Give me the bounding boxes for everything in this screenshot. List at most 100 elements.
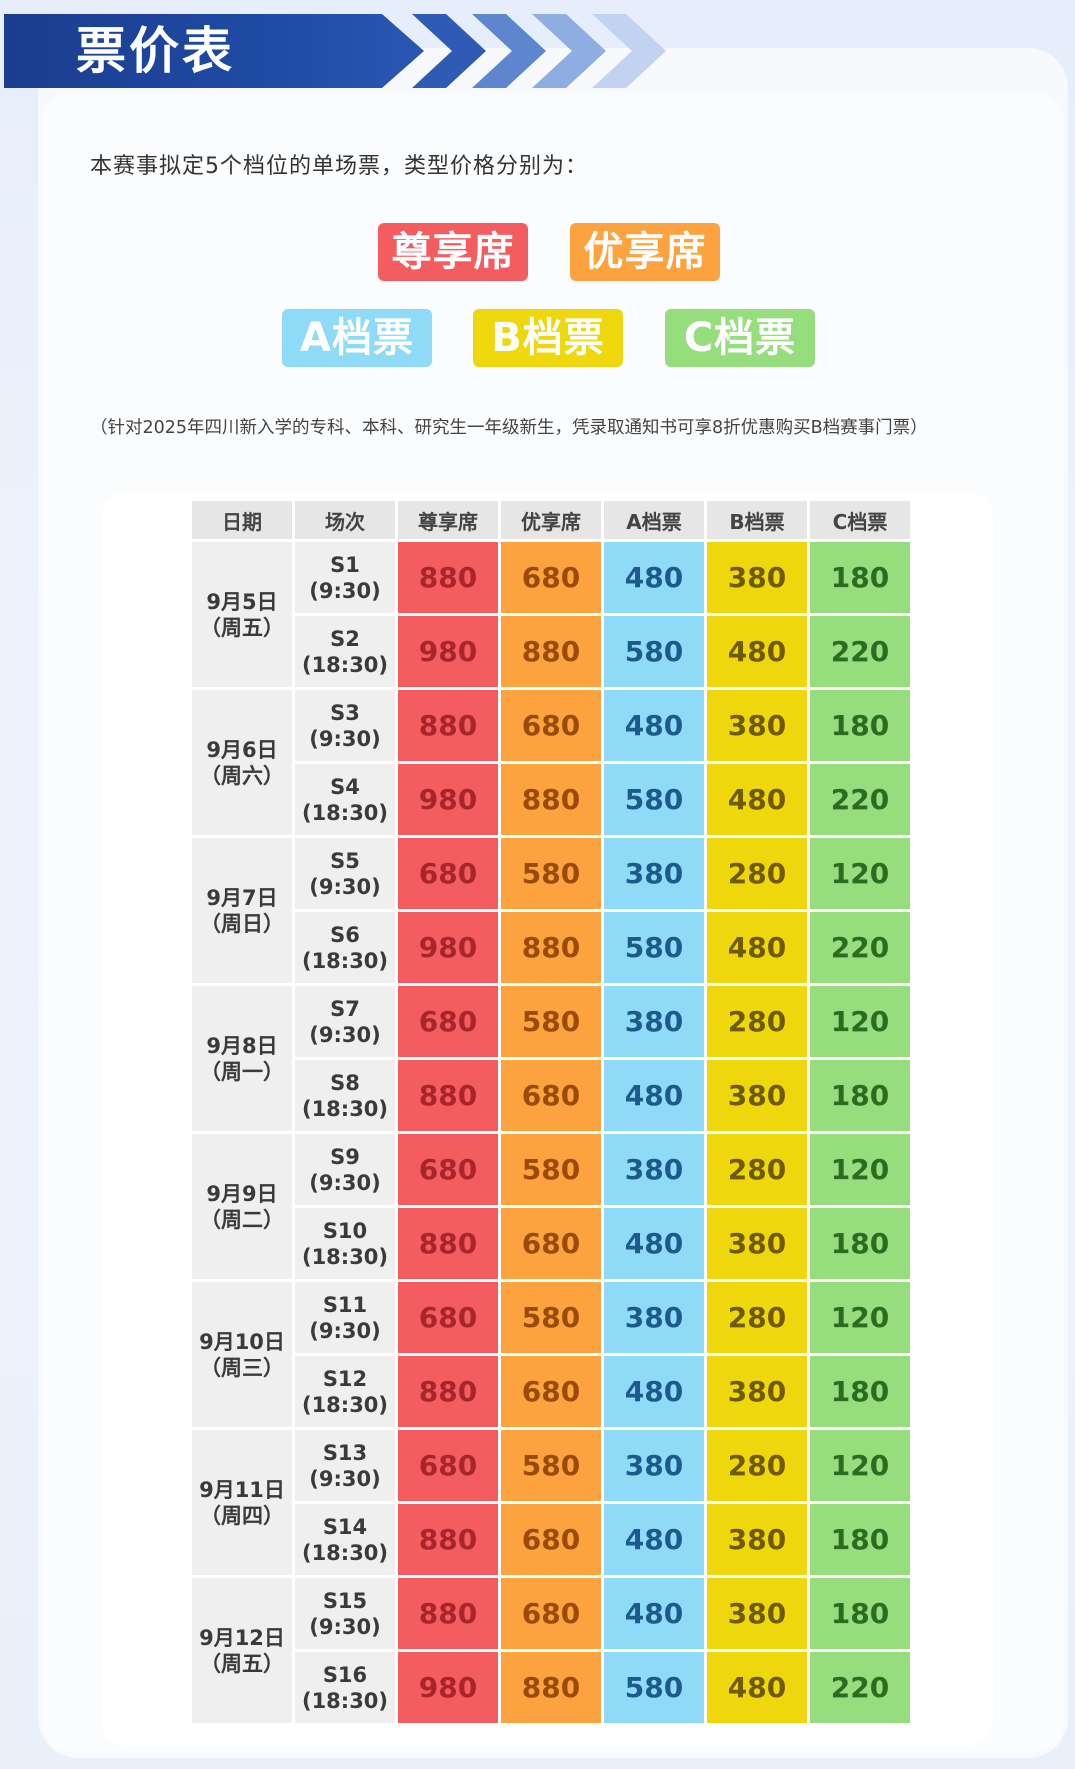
- table-row: S14 (18:30) 880 680 480 380 180: [192, 1504, 910, 1575]
- price-cell-a: 380: [604, 1282, 704, 1353]
- weekday-label: （周五）: [200, 1651, 284, 1676]
- price-cell-zunxiang: 880: [398, 1356, 498, 1427]
- price-cell-a: 480: [604, 1504, 704, 1575]
- category-badge-c: C档票: [665, 309, 815, 367]
- price-cell-b: 380: [707, 1578, 807, 1649]
- date-cell: 9月9日 （周二）: [192, 1134, 292, 1279]
- price-cell-a: 580: [604, 764, 704, 835]
- price-table: 日期 场次 尊享席 优享席 A档票 B档票 C档票 9月5日 （周五） S1 (9:3…: [189, 498, 913, 1726]
- date-label: 9月12日: [199, 1625, 285, 1650]
- table-row: S10 (18:30) 880 680 480 380 180: [192, 1208, 910, 1279]
- header-a: A档票: [604, 501, 704, 539]
- table-header-row: 日期 场次 尊享席 优享席 A档票 B档票 C档票: [192, 501, 910, 539]
- price-cell-youxiang: 880: [501, 912, 601, 983]
- price-cell-c: 120: [810, 1430, 910, 1501]
- header-b: B档票: [707, 501, 807, 539]
- price-cell-a: 580: [604, 912, 704, 983]
- session-id: S4: [330, 774, 360, 799]
- session-time: (9:30): [309, 1318, 381, 1343]
- category-badge-zunxiang: 尊享席: [378, 223, 528, 281]
- price-cell-youxiang: 680: [501, 1356, 601, 1427]
- price-cell-a: 480: [604, 542, 704, 613]
- price-cell-zunxiang: 880: [398, 1504, 498, 1575]
- session-cell: S3 (9:30): [295, 690, 395, 761]
- price-cell-c: 180: [810, 1578, 910, 1649]
- table-row: 9月10日 （周三） S11 (9:30) 680 580 380 280 120: [192, 1282, 910, 1427]
- session-id: S5: [330, 848, 360, 873]
- session-id: S1: [330, 552, 360, 577]
- price-cell-b: 480: [707, 912, 807, 983]
- table-row: S2 (18:30) 980 880 580 480 220: [192, 616, 910, 687]
- title-banner: [4, 14, 424, 88]
- price-cell-b: 380: [707, 1356, 807, 1427]
- price-cell-a: 580: [604, 616, 704, 687]
- date-cell: 9月7日 （周日）: [192, 838, 292, 983]
- price-cell-c: 120: [810, 986, 910, 1057]
- price-cell-youxiang: 680: [501, 1578, 601, 1649]
- session-time: (18:30): [301, 1688, 389, 1713]
- page-title: 票价表: [76, 22, 235, 80]
- date-label: 9月10日: [199, 1329, 285, 1354]
- date-cell: 9月12日 （周五）: [192, 1578, 292, 1723]
- session-id: S8: [330, 1070, 360, 1095]
- weekday-label: （周一）: [200, 1059, 284, 1084]
- price-cell-zunxiang: 980: [398, 764, 498, 835]
- table-row: 9月5日 （周五） S1 (9:30) 880 680 480 380 180: [192, 542, 910, 687]
- session-cell: S13 (9:30): [295, 1430, 395, 1501]
- price-cell-youxiang: 580: [501, 1430, 601, 1501]
- price-cell-b: 280: [707, 986, 807, 1057]
- price-cell-youxiang: 680: [501, 1208, 601, 1279]
- price-cell-a: 480: [604, 690, 704, 761]
- session-cell: S6 (18:30): [295, 912, 395, 983]
- date-label: 9月9日: [206, 1181, 278, 1206]
- session-time: (18:30): [301, 800, 389, 825]
- session-id: S15: [322, 1588, 368, 1613]
- price-cell-c: 120: [810, 838, 910, 909]
- price-cell-zunxiang: 980: [398, 912, 498, 983]
- price-cell-zunxiang: 880: [398, 1060, 498, 1131]
- date-cell: 9月8日 （周一）: [192, 986, 292, 1131]
- session-cell: S14 (18:30): [295, 1504, 395, 1575]
- price-cell-a: 380: [604, 838, 704, 909]
- price-cell-zunxiang: 880: [398, 1208, 498, 1279]
- price-cell-a: 380: [604, 986, 704, 1057]
- price-cell-c: 220: [810, 764, 910, 835]
- session-time: (18:30): [301, 948, 389, 973]
- weekday-label: （周六）: [200, 763, 284, 788]
- price-cell-b: 380: [707, 542, 807, 613]
- price-cell-youxiang: 680: [501, 690, 601, 761]
- table-row: 9月11日 （周四） S13 (9:30) 680 580 380 280 120: [192, 1430, 910, 1575]
- price-cell-c: 120: [810, 1134, 910, 1205]
- price-cell-zunxiang: 880: [398, 1578, 498, 1649]
- price-cell-b: 280: [707, 1134, 807, 1205]
- date-label: 9月6日: [206, 737, 278, 762]
- price-cell-b: 480: [707, 764, 807, 835]
- table-row: S8 (18:30) 880 680 480 380 180: [192, 1060, 910, 1131]
- table-row: 9月9日 （周二） S9 (9:30) 680 580 380 280 120: [192, 1134, 910, 1279]
- session-cell: S12 (18:30): [295, 1356, 395, 1427]
- session-time: (18:30): [301, 1540, 389, 1565]
- session-id: S12: [322, 1366, 368, 1391]
- session-cell: S1 (9:30): [295, 542, 395, 613]
- session-cell: S10 (18:30): [295, 1208, 395, 1279]
- date-cell: 9月5日 （周五）: [192, 542, 292, 687]
- weekday-label: （周日）: [200, 911, 284, 936]
- session-cell: S16 (18:30): [295, 1652, 395, 1723]
- price-cell-c: 180: [810, 690, 910, 761]
- price-cell-b: 380: [707, 1208, 807, 1279]
- price-cell-a: 480: [604, 1356, 704, 1427]
- session-cell: S11 (9:30): [295, 1282, 395, 1353]
- session-cell: S5 (9:30): [295, 838, 395, 909]
- session-cell: S4 (18:30): [295, 764, 395, 835]
- intro-text: 本赛事拟定5个档位的单场票，类型价格分别为：: [90, 154, 588, 179]
- price-cell-b: 480: [707, 616, 807, 687]
- session-id: S13: [322, 1440, 368, 1465]
- date-label: 9月8日: [206, 1033, 278, 1058]
- session-time: (9:30): [309, 1466, 381, 1491]
- price-cell-b: 280: [707, 838, 807, 909]
- date-label: 9月5日: [206, 589, 278, 614]
- table-row: 9月7日 （周日） S5 (9:30) 680 580 380 280 120: [192, 838, 910, 983]
- price-cell-zunxiang: 880: [398, 690, 498, 761]
- session-id: S11: [322, 1292, 368, 1317]
- session-id: S9: [330, 1144, 360, 1169]
